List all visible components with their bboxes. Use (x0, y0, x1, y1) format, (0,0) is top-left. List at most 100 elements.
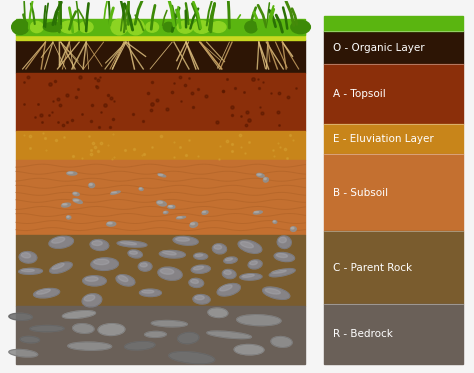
Ellipse shape (202, 211, 206, 213)
Ellipse shape (193, 295, 210, 304)
Ellipse shape (212, 244, 227, 254)
Ellipse shape (191, 279, 199, 283)
Ellipse shape (116, 275, 135, 286)
Ellipse shape (169, 352, 215, 364)
Ellipse shape (271, 336, 292, 347)
Bar (16, 306, 305, 364)
Ellipse shape (248, 260, 262, 269)
Ellipse shape (50, 262, 72, 273)
Ellipse shape (164, 211, 166, 213)
Ellipse shape (193, 21, 210, 33)
Ellipse shape (273, 220, 277, 223)
Ellipse shape (158, 174, 166, 177)
Bar (16, 160, 305, 235)
Ellipse shape (291, 21, 310, 34)
Ellipse shape (108, 222, 112, 224)
Ellipse shape (139, 188, 142, 189)
Ellipse shape (85, 277, 98, 281)
Ellipse shape (207, 331, 251, 339)
Ellipse shape (66, 216, 71, 219)
Ellipse shape (84, 295, 95, 301)
Ellipse shape (30, 326, 64, 332)
Ellipse shape (273, 221, 275, 222)
Bar (324, 64, 463, 124)
Ellipse shape (146, 22, 158, 32)
Ellipse shape (189, 278, 204, 288)
Ellipse shape (234, 345, 264, 355)
Ellipse shape (139, 289, 161, 297)
Ellipse shape (191, 223, 195, 225)
Ellipse shape (125, 342, 155, 350)
Ellipse shape (177, 21, 193, 33)
Ellipse shape (269, 269, 295, 277)
Ellipse shape (265, 289, 280, 294)
Ellipse shape (245, 21, 257, 33)
Text: E - Eluviation Layer: E - Eluviation Layer (333, 134, 433, 144)
Ellipse shape (94, 259, 109, 265)
Ellipse shape (240, 274, 262, 280)
Ellipse shape (60, 21, 79, 33)
Ellipse shape (276, 253, 287, 257)
Ellipse shape (82, 294, 102, 307)
Bar (324, 124, 463, 154)
Ellipse shape (195, 254, 203, 257)
Ellipse shape (67, 216, 69, 217)
Ellipse shape (279, 237, 286, 243)
Ellipse shape (256, 173, 264, 177)
Ellipse shape (67, 172, 77, 175)
Ellipse shape (168, 205, 175, 208)
Ellipse shape (73, 199, 82, 203)
Ellipse shape (159, 250, 185, 258)
Ellipse shape (52, 237, 65, 243)
Ellipse shape (173, 236, 198, 245)
Ellipse shape (139, 188, 143, 191)
Ellipse shape (19, 252, 37, 263)
Ellipse shape (191, 265, 210, 273)
Ellipse shape (73, 324, 94, 333)
Ellipse shape (73, 200, 79, 201)
Ellipse shape (250, 261, 257, 265)
Ellipse shape (21, 269, 34, 272)
Ellipse shape (217, 283, 240, 296)
Ellipse shape (120, 241, 137, 245)
Ellipse shape (208, 308, 228, 317)
Ellipse shape (160, 269, 174, 274)
Ellipse shape (83, 276, 106, 286)
Ellipse shape (111, 192, 117, 193)
Text: O - Organic Layer: O - Organic Layer (333, 43, 424, 53)
Ellipse shape (52, 263, 64, 269)
Ellipse shape (164, 211, 168, 214)
Ellipse shape (291, 227, 294, 229)
Bar (16, 40, 305, 73)
Ellipse shape (240, 242, 254, 248)
Ellipse shape (68, 172, 73, 173)
Ellipse shape (90, 239, 109, 250)
Ellipse shape (224, 257, 237, 263)
Text: C - Parent Rock: C - Parent Rock (333, 263, 412, 273)
Ellipse shape (68, 342, 111, 350)
Bar (16, 131, 305, 160)
Ellipse shape (272, 270, 286, 273)
Ellipse shape (12, 20, 29, 34)
Ellipse shape (263, 287, 290, 300)
Ellipse shape (277, 236, 291, 248)
Ellipse shape (225, 258, 233, 261)
Ellipse shape (158, 267, 182, 280)
Ellipse shape (169, 206, 175, 208)
Bar (324, 304, 463, 364)
Ellipse shape (145, 332, 166, 337)
Ellipse shape (89, 183, 95, 188)
Bar (324, 231, 463, 304)
Ellipse shape (176, 216, 185, 219)
Ellipse shape (19, 268, 43, 274)
Ellipse shape (151, 320, 187, 327)
Ellipse shape (219, 285, 232, 291)
Ellipse shape (264, 178, 268, 182)
Text: B - Subsoil: B - Subsoil (333, 188, 388, 198)
Ellipse shape (9, 313, 32, 320)
Ellipse shape (222, 269, 236, 279)
Ellipse shape (264, 178, 266, 180)
Ellipse shape (127, 19, 144, 35)
Ellipse shape (140, 263, 147, 267)
Ellipse shape (238, 240, 262, 253)
